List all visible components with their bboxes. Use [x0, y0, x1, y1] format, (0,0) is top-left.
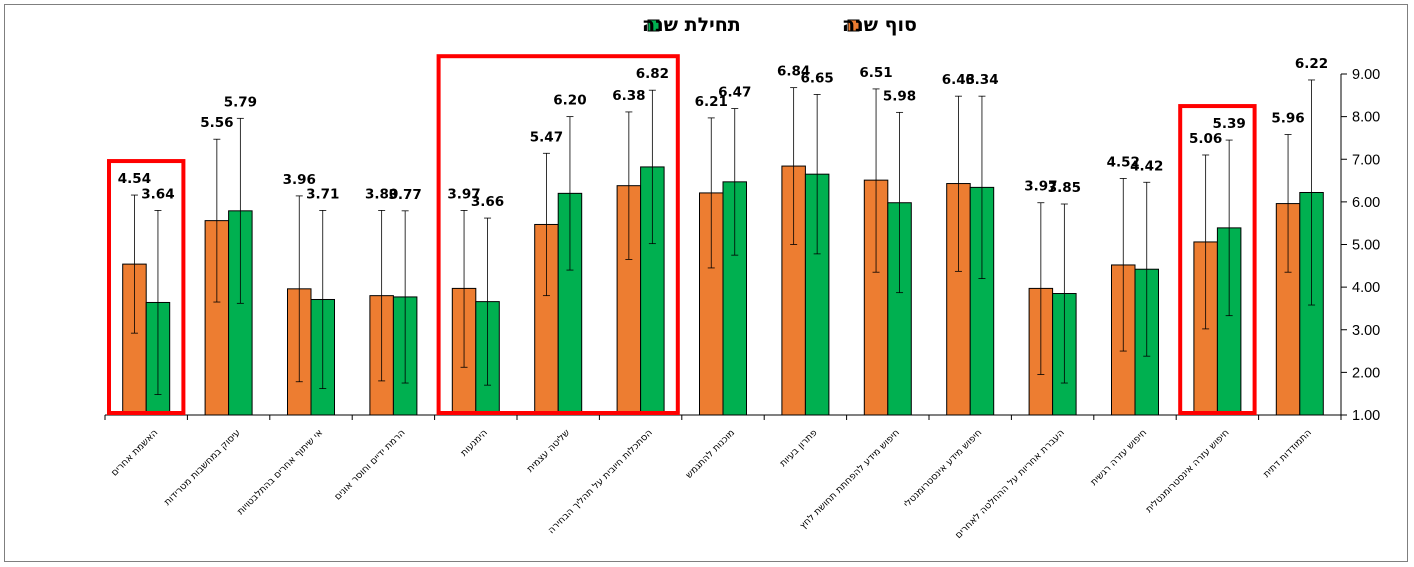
data-label: 5.47	[530, 129, 563, 145]
data-label: 6.43	[942, 72, 975, 88]
data-label: 4.42	[1130, 158, 1163, 174]
data-label: 3.64	[141, 186, 174, 202]
highlight-box	[107, 159, 186, 415]
category-label: אי שיתוף אחרים בהתלבטויות	[235, 427, 325, 517]
y-tick-label: 1.00	[1352, 408, 1380, 424]
data-label: 3.77	[388, 187, 421, 203]
data-label: 3.96	[283, 172, 316, 188]
y-tick-label: 6.00	[1352, 195, 1380, 211]
category-label: חיפוש עזרה רגשית	[1088, 427, 1149, 488]
data-label: 5.79	[224, 94, 257, 110]
data-label: 6.20	[553, 93, 586, 109]
data-label: 6.65	[800, 70, 833, 86]
category-label: חיפוש עזרה אינסטרומנטלית	[1144, 427, 1232, 515]
category-label: עיסוק במחשבות מטרידות	[162, 427, 243, 508]
category-label: האשמת אחרים	[109, 427, 160, 478]
highlight-box	[1178, 104, 1257, 415]
data-label: 3.85	[1048, 180, 1081, 196]
data-label: 6.22	[1295, 56, 1328, 72]
data-label: 6.82	[636, 66, 669, 82]
y-tick-label: 9.00	[1352, 67, 1380, 83]
category-label: חיפוש מידע אינסטרומנטלי	[902, 427, 985, 510]
data-label: 4.54	[118, 171, 151, 187]
data-label: 5.06	[1189, 131, 1222, 147]
y-tick-label: 7.00	[1352, 152, 1380, 168]
category-label: הימנעות	[459, 427, 490, 458]
y-tick-label: 3.00	[1352, 323, 1380, 339]
y-tick-label: 4.00	[1352, 280, 1380, 296]
legend-label: סוף שנה	[842, 14, 917, 36]
category-label: התמודדות דתית	[1261, 427, 1314, 480]
data-label: 3.97	[447, 186, 480, 202]
data-label: 5.56	[200, 115, 233, 131]
data-label: 6.38	[612, 88, 645, 104]
category-label: חיפוש מידע להפחתת תחושת לחץ	[798, 427, 902, 531]
category-label: הרמת ידיים וחוסר אונים	[332, 427, 407, 502]
data-label: 6.47	[718, 85, 751, 101]
legend-swatch	[647, 19, 660, 32]
category-label: פתרון בעיות	[778, 427, 820, 469]
category-label: שליטה עצמית	[525, 427, 573, 475]
data-label: 5.39	[1212, 116, 1245, 132]
data-label: 5.98	[883, 88, 916, 104]
data-label: 6.21	[695, 94, 728, 110]
y-tick-label: 5.00	[1352, 238, 1380, 254]
y-tick-label: 8.00	[1352, 110, 1380, 126]
legend-label: תחילת שנה	[642, 14, 741, 36]
data-label: 3.71	[306, 186, 339, 202]
legend-swatch	[847, 19, 860, 32]
data-label: 3.97	[1024, 179, 1057, 195]
highlight-box	[436, 54, 680, 415]
data-label: 6.51	[859, 65, 892, 81]
y-tick-label: 2.00	[1352, 365, 1380, 381]
data-label: 5.96	[1271, 111, 1304, 127]
data-label: 6.84	[777, 64, 810, 80]
data-label: 3.80	[365, 186, 398, 202]
category-label: מוכנות להתגמש	[684, 427, 738, 481]
data-label: 6.34	[965, 72, 998, 88]
data-label: 4.52	[1107, 154, 1140, 170]
data-label: 3.66	[471, 194, 504, 210]
